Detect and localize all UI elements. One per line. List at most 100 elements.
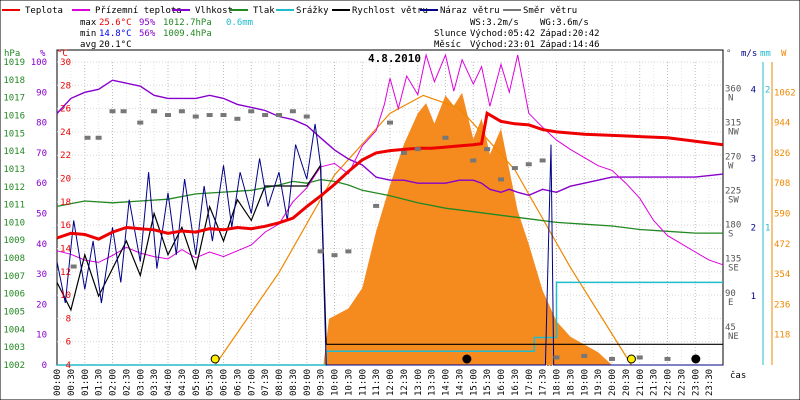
stat-min-hum: 56% [139,29,156,39]
hum-tick-label: 20 [36,300,47,310]
press-tick-label: 1013 [3,165,25,175]
x-tick-label: 06:00 [220,369,230,396]
hum-tick-label: 50 [36,210,47,220]
unit-dir: ° [726,49,731,59]
x-tick-label: 05:30 [206,369,216,396]
sun-set: Západ:20:42 [540,29,600,39]
stat-max-temp: 25.6°C [99,18,132,28]
x-tick-label: 12:00 [386,369,396,396]
solar-tick-label: 236 [774,300,790,310]
x-tick-label: 15:30 [483,369,493,396]
x-tick-label: 03:00 [136,369,146,396]
legend-swatch-smer [503,9,521,11]
x-tick-label: 22:30 [677,369,687,396]
press-tick-label: 1008 [3,254,25,264]
legend-label-smer: Směr větru [523,6,577,16]
x-tick-label: 15:00 [469,369,479,396]
moonset-marker [462,354,472,364]
x-tick-label: 11:00 [358,369,368,396]
x-tick-label: 23:00 [691,369,701,396]
sunset-marker [626,354,636,364]
dir-tick-label: 135 [725,255,741,265]
rain-tick-label: 2 [765,86,770,96]
hum-tick-label: 100 [31,58,47,68]
unit-wind: m/s [741,49,757,59]
legend-swatch-rychlost [332,9,350,11]
solar-tick-label: 354 [774,270,790,280]
hum-tick-label: 30 [36,270,47,280]
wind-direction-marker [387,120,393,125]
legend-label-vlhkost: Vlhkost [195,6,233,16]
info-block: WS:3.2m/s WG:3.6m/s Slunce Východ:05:42 … [434,18,600,50]
x-tick-label: 10:00 [331,369,341,396]
legend-swatch-tlak [230,9,248,11]
legend-label-srazky: Srážky [296,6,329,16]
stats-block: max 25.6°C 95% 1012.7hPa 0.6mm min 14.8°… [80,18,253,50]
legend-label-naraz: Náraz větru [440,6,500,16]
dir-tick-direction: SE [728,264,739,274]
dir-tick-direction: NE [728,332,739,342]
solar-area [57,92,723,366]
x-tick-label: 08:00 [275,369,285,396]
press-tick-label: 1018 [3,76,25,86]
wind-direction-marker [525,162,532,167]
press-tick-label: 1007 [3,272,25,282]
x-tick-label: 21:00 [636,369,646,396]
wind-direction-marker [317,249,324,254]
press-tick-label: 1017 [3,94,25,104]
solar-tick-label: 118 [774,331,790,341]
series-tlak-line [56,178,723,234]
stat-max-hum: 95% [139,18,156,28]
x-tick-label: 22:00 [664,369,674,396]
wind-wg: WG:3.6m/s [540,18,589,28]
x-tick-label: 04:00 [164,369,174,396]
legend-label-rychlost: Rychlost větru [352,6,428,16]
x-tick-label: 14:30 [455,369,465,396]
dir-tick-direction: N [728,93,733,103]
press-tick-label: 1006 [3,290,25,300]
wind-direction-marker [178,109,185,114]
x-tick-label: 18:30 [566,369,576,396]
x-tick-label: 19:00 [580,369,590,396]
wind-tick-label: 1 [751,292,756,302]
press-tick-label: 1003 [3,343,25,353]
x-tick-label: 08:30 [289,369,299,396]
wind-direction-marker [664,356,671,361]
temp-tick-label: 6 [66,338,71,348]
moonrise-marker [691,354,701,364]
wind-direction-marker [192,114,199,119]
stat-min-press: 1009.4hPa [163,29,212,39]
dir-tick-direction: NW [728,127,739,137]
moon-label: Měsíc [434,40,461,50]
legend-swatch-naraz [420,9,438,11]
press-tick-label: 1014 [3,147,25,157]
wind-direction-marker [276,113,282,118]
press-tick-label: 1015 [3,129,25,139]
sunrise-marker [210,354,220,364]
solar-tick-label: 708 [774,179,790,189]
press-tick-label: 1019 [3,58,25,68]
unit-temp: °C [57,49,68,59]
wind-direction-marker [303,114,310,119]
solar-tick-label: 1062 [774,88,796,98]
x-tick-label: 02:00 [109,369,119,396]
sun-rise: Východ:05:42 [470,29,535,39]
dir-tick-label: 225 [725,187,741,197]
moon-rise: Východ:23:01 [470,40,535,50]
press-tick-label: 1011 [3,201,25,211]
wind-direction-marker [289,109,296,114]
wind-direction-marker [373,203,380,208]
series-teplota-line [56,110,724,241]
unit-press: hPa [4,49,20,59]
rain-tick-label: 1 [765,223,770,233]
x-tick-label: 16:30 [511,369,521,396]
series-naraz-line [56,123,723,366]
dir-tick-direction: W [728,161,734,171]
x-tick-label: 06:30 [233,369,243,396]
dir-tick-direction: E [728,298,733,308]
press-tick-label: 1009 [3,236,25,246]
x-tick-label: 23:30 [705,369,715,396]
dir-tick-label: 90 [725,289,736,299]
legend-swatch-vlhkost [172,9,190,11]
wind-direction-marker [120,109,127,114]
